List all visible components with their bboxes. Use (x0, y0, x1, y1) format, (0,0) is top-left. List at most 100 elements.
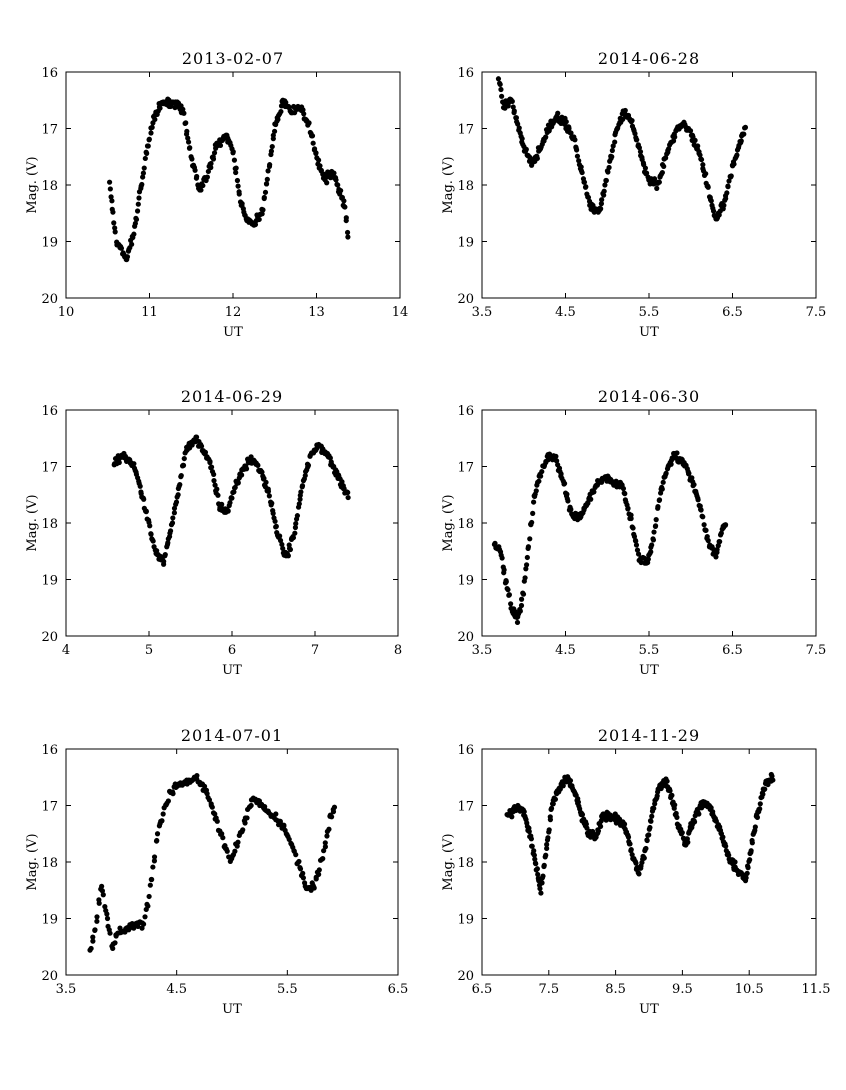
data-point (634, 547, 641, 553)
data-point (220, 835, 226, 841)
data-point (658, 490, 664, 496)
data-point (511, 108, 517, 114)
data-point (652, 523, 659, 529)
data-point (200, 182, 206, 189)
x-tick-label: 3.5 (472, 643, 493, 658)
data-point (287, 546, 294, 553)
y-tick-label: 17 (457, 461, 474, 476)
data-point (635, 551, 642, 557)
data-point (651, 805, 657, 811)
data-point (517, 608, 523, 614)
data-point (134, 208, 141, 214)
data-point (634, 137, 640, 143)
data-point (236, 191, 242, 197)
x-tick-label: 9.5 (672, 982, 693, 997)
data-point (609, 147, 615, 154)
data-point (147, 882, 153, 888)
data-point (698, 156, 705, 163)
data-point (601, 188, 607, 194)
data-point (207, 458, 213, 465)
data-point (233, 169, 239, 176)
data-point (716, 212, 722, 218)
data-point (275, 116, 281, 123)
data-point (112, 940, 118, 946)
data-point (171, 505, 178, 511)
data-point (605, 169, 611, 175)
data-point (518, 602, 525, 609)
data-point (700, 514, 706, 520)
data-point (666, 146, 672, 152)
data-point (523, 146, 529, 153)
data-point (769, 773, 775, 779)
chart-panel-4: 2014-06-30 3.5 4.5 5.5 6.5 7.5 16 17 18 19 20 UT Mag… (441, 387, 826, 678)
data-point (150, 538, 156, 544)
x-tick-label: 11.5 (802, 982, 831, 997)
data-point (233, 165, 239, 171)
data-point (280, 545, 286, 552)
data-point (518, 596, 525, 602)
data-point (252, 221, 259, 228)
y-tick-label: 19 (457, 574, 474, 589)
data-point (305, 462, 312, 468)
data-point (612, 139, 618, 145)
data-point (565, 498, 571, 504)
data-point (234, 843, 240, 849)
y-tick-label: 18 (41, 517, 58, 532)
y-tick-label: 20 (457, 969, 474, 984)
data-point (553, 453, 559, 459)
data-point (540, 873, 546, 879)
y-tick-label: 18 (457, 856, 474, 871)
x-tick-label: 4.5 (555, 643, 576, 658)
data-point (110, 209, 116, 215)
data-point (178, 472, 184, 479)
data-point (90, 938, 96, 944)
data-point (749, 840, 755, 846)
data-point (597, 823, 604, 830)
x-tick-label: 11 (141, 305, 158, 320)
data-point (271, 128, 278, 134)
data-point (263, 181, 270, 187)
data-point (689, 475, 695, 481)
data-point (728, 173, 734, 179)
data-point (170, 515, 176, 521)
data-point (268, 148, 275, 154)
x-tick-label: 7.5 (806, 305, 827, 320)
data-point (292, 524, 299, 531)
data-point (327, 455, 333, 461)
data-point (691, 481, 697, 488)
chart-title: 2013-02-07 (182, 49, 284, 68)
data-point (293, 852, 299, 858)
data-point (514, 619, 521, 626)
data-point (102, 904, 108, 910)
data-point (265, 168, 271, 174)
x-axis-label: UT (639, 1002, 659, 1017)
data-point (704, 533, 710, 540)
data-point (583, 821, 589, 827)
data-point (508, 601, 514, 607)
data-point (633, 542, 640, 548)
data-point (567, 778, 574, 784)
data-point (510, 104, 516, 110)
data-point (142, 914, 148, 920)
data-point (726, 178, 732, 184)
data-point (705, 184, 711, 190)
y-tick-label: 20 (457, 630, 474, 645)
data-point (554, 458, 560, 464)
data-point (204, 174, 210, 180)
x-tick-label: 4.5 (166, 982, 187, 997)
data-point (177, 481, 183, 488)
data-point (664, 778, 670, 784)
data-point (260, 207, 266, 213)
chart-panel-2: 2014-06-28 3.5 4.5 5.5 6.5 7.5 16 17 18 19 20 UT Mag… (441, 49, 826, 340)
y-tick-label: 20 (41, 292, 58, 307)
data-point (643, 170, 650, 176)
data-point (272, 518, 278, 524)
x-tick-label: 4 (62, 643, 70, 658)
data-point (261, 194, 267, 201)
data-point (104, 915, 111, 922)
data-point (264, 176, 270, 182)
data-point (601, 192, 607, 198)
data-point (144, 150, 150, 156)
data-point (656, 497, 663, 503)
data-point (298, 489, 304, 495)
